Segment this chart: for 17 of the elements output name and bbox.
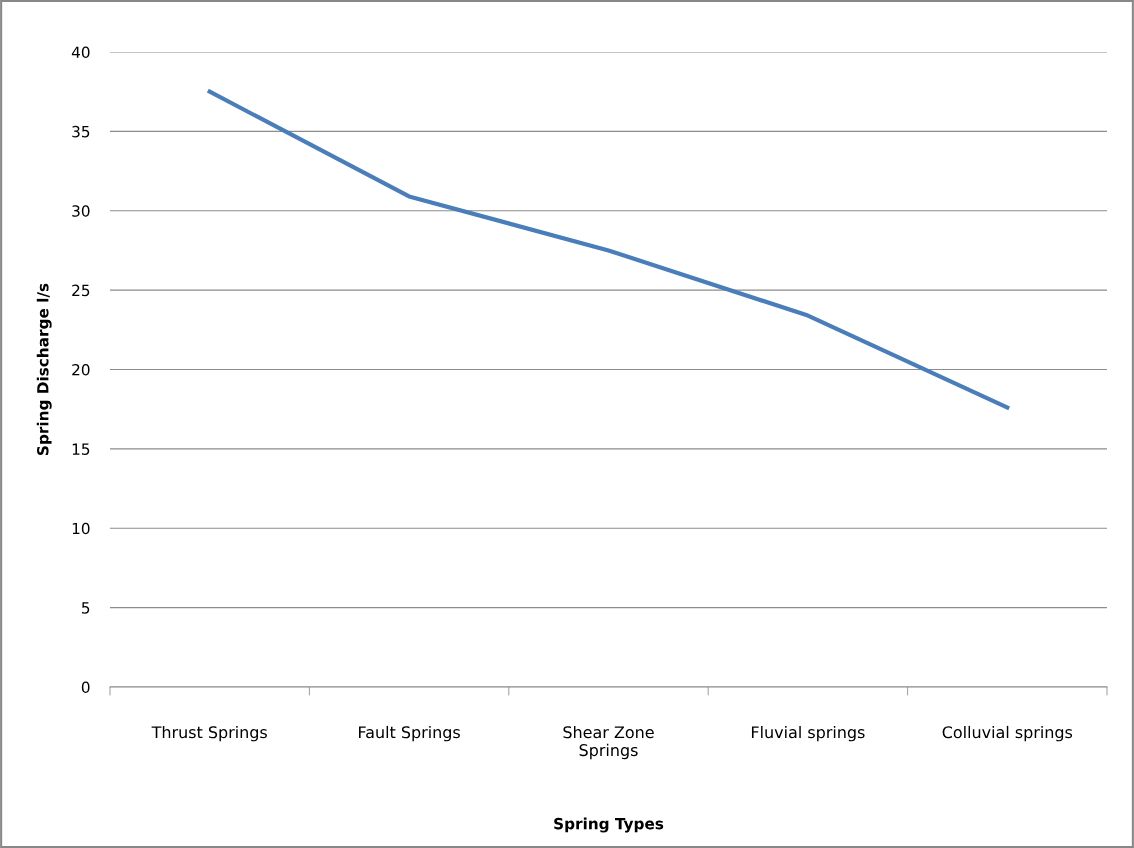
x-tick-label: Colluvial springs — [942, 725, 1073, 742]
x-tick-label: Shear Zone Springs — [563, 725, 654, 760]
y-tick-label: 35 — [72, 125, 90, 138]
x-axis-title: Spring Types — [554, 817, 664, 833]
y-tick-label: 15 — [72, 443, 90, 455]
y-tick-label: 0 — [81, 681, 90, 694]
y-axis-title: Spring Discharge l/s — [36, 283, 52, 455]
y-tick-label: 25 — [72, 284, 90, 297]
line-series — [207, 89, 1010, 410]
y-tick-label: 20 — [72, 363, 90, 376]
y-tick-label: 10 — [72, 522, 90, 535]
x-tick-label: Thrust Springs — [151, 725, 267, 742]
y-tick-label: 5 — [82, 602, 90, 614]
y-tick-label: 30 — [72, 205, 90, 217]
x-tick-label: Fault Springs — [359, 725, 460, 742]
x-tick-label: Fluvial springs — [751, 725, 865, 742]
y-tick-label: 40 — [71, 46, 90, 59]
